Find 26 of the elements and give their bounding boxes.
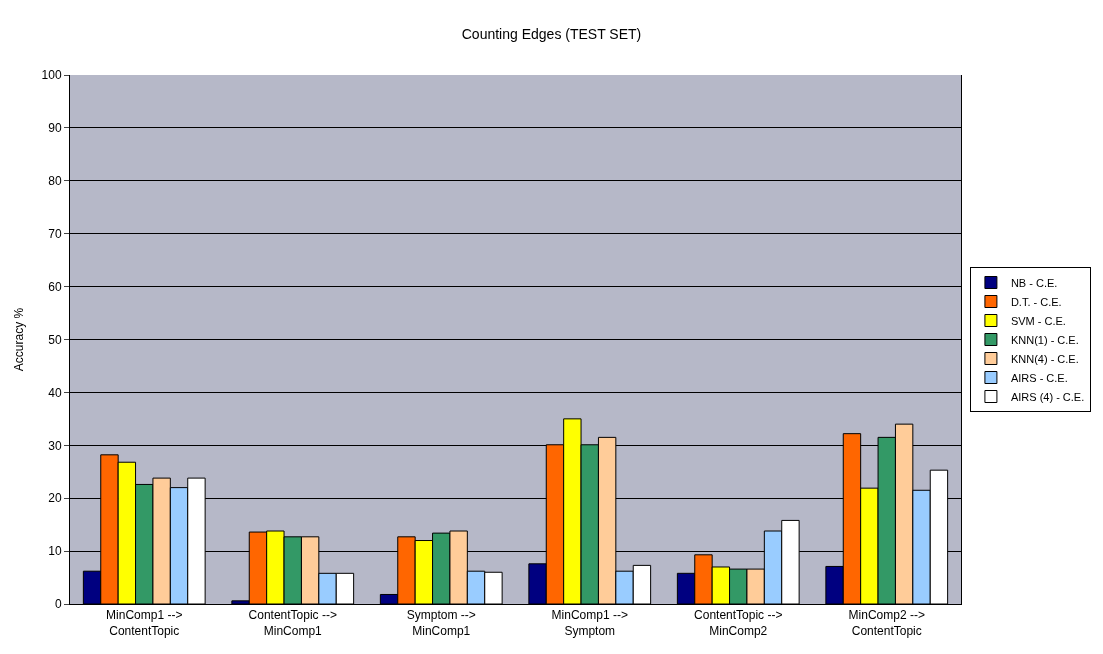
y-tick-label: 70 [48,226,62,241]
legend-label: D.T. - C.E. [1010,295,1062,308]
y-tick-label: 50 [48,332,62,347]
x-tick-label: MinComp1 --> ContentTopic [106,608,183,638]
x-tick-label: ContentTopic --> MinComp2 [694,608,783,638]
y-tick-label: 40 [48,385,62,400]
x-tick-label: Symptom --> MinComp1 [406,608,476,638]
y-tick-label: 0 [54,597,62,612]
legend-label: AIRS - C.E. [1010,371,1068,384]
legend-label: KNN(4) - C.E. [1010,352,1079,365]
y-tick-label: 60 [48,279,62,294]
y-tick-label: 10 [48,544,62,559]
y-tick-label: 90 [48,121,62,136]
legend-label: KNN(1) - C.E. [1010,333,1079,346]
x-tick-label: MinComp1 --> Symptom [551,608,628,638]
chart-title: Counting Edges (TEST SET) [461,26,642,43]
x-tick-label: ContentTopic --> MinComp1 [248,608,337,638]
y-tick-label: 100 [41,68,62,83]
legend-label: NB - C.E. [1010,276,1058,289]
y-tick-label: 20 [48,491,62,506]
y-tick-label: 80 [48,174,62,188]
y-axis-title: Accuracy % [11,307,26,372]
y-tick-label: 30 [48,438,62,453]
x-tick-label: MinComp2 --> ContentTopic [848,608,925,638]
legend-label: AIRS (4) - C.E. [1010,390,1085,403]
legend-label: SVM - C.E. [1010,314,1066,327]
